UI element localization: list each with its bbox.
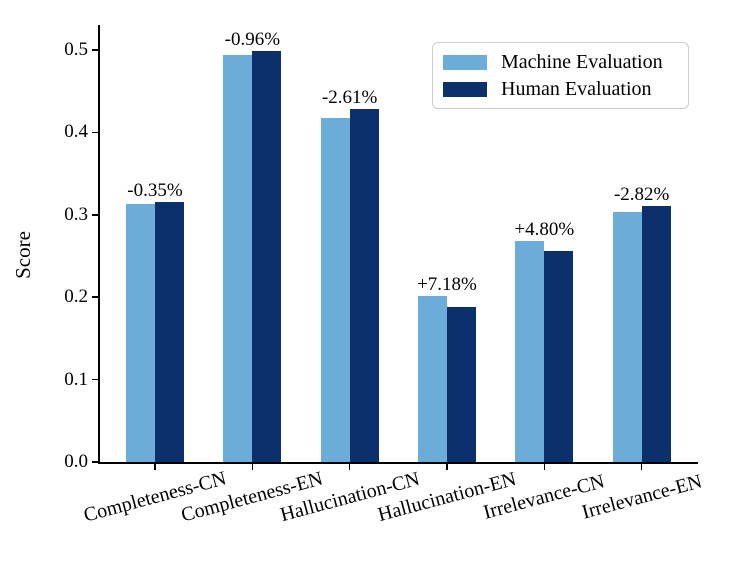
y-tick-mark [92,461,98,463]
bar-human-evaluation-hallucination-cn [349,109,379,462]
y-tick-label: 0.5 [64,39,88,60]
y-axis-title: Score [11,231,35,279]
legend-swatch-human-evaluation [443,81,487,97]
legend-item-human-evaluation: Human Evaluation [443,77,678,101]
y-tick-mark [92,49,98,51]
legend-label-human-evaluation: Human Evaluation [501,78,652,100]
y-tick-mark [92,296,98,298]
y-tick-label: 0.0 [64,451,88,472]
bar-machine-evaluation-hallucination-cn [320,118,350,462]
y-tick-label: 0.1 [64,368,88,390]
x-tick-mark [348,463,351,470]
bar-human-evaluation-completeness-cn [155,202,184,462]
x-axis-spine [98,462,698,464]
x-tick-mark [640,463,643,470]
bar-human-evaluation-irrelevance-en [641,205,671,462]
y-tick-mark [92,214,98,216]
bar-annotation-hallucination-en: +7.18% [417,273,477,295]
y-tick-label: 0.4 [64,121,88,143]
bar-machine-evaluation-irrelevance-en [612,212,642,462]
x-tick-mark [543,463,546,470]
bar-machine-evaluation-completeness-en [223,54,253,462]
legend-label-machine-evaluation: Machine Evaluation [501,51,663,73]
bar-annotation-completeness-en: -0.96% [224,28,281,50]
y-tick-label: 0.2 [64,286,88,308]
bar-annotation-hallucination-cn: -2.61% [321,87,378,109]
x-tick-mark [446,463,448,470]
bar-machine-evaluation-irrelevance-cn [515,241,545,462]
bar-machine-evaluation-hallucination-en [417,295,447,462]
legend: Machine Evaluation Human Evaluation [432,42,689,109]
bar-annotation-irrelevance-cn: +4.80% [514,219,575,241]
bar-annotation-completeness-cn: -0.35% [127,180,183,202]
legend-item-machine-evaluation: Machine Evaluation [443,50,678,74]
y-tick-mark [92,378,98,381]
y-tick-mark [92,131,98,134]
bar-human-evaluation-completeness-en [252,50,282,462]
bar-machine-evaluation-completeness-cn [126,204,155,462]
bar-annotation-irrelevance-en: -2.82% [613,183,670,205]
x-tick-mark [154,463,156,470]
bar-human-evaluation-irrelevance-cn [544,251,574,462]
y-axis-spine [98,25,100,464]
bar-human-evaluation-hallucination-en [446,307,476,462]
legend-swatch-machine-evaluation [443,54,487,70]
x-tick-mark [251,463,254,470]
y-tick-label: 0.3 [64,203,88,225]
